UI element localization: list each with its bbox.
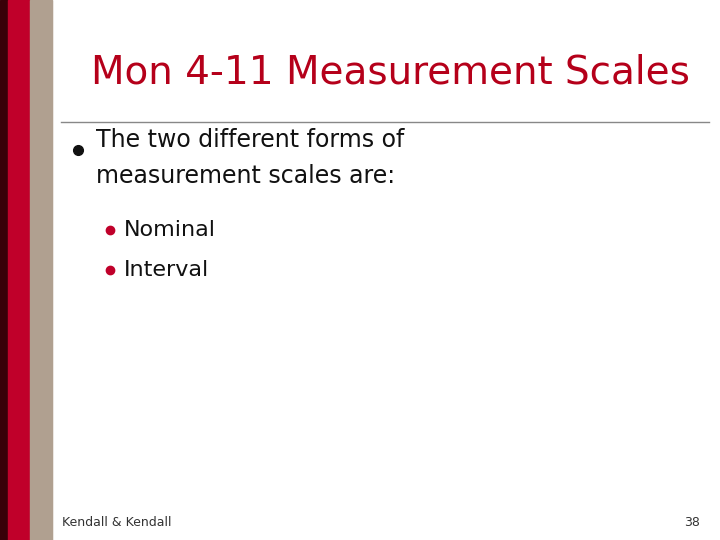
Bar [0,0,52,540]
Bar [0,0,8,540]
Text: Mon 4-11 Measurement Scales: Mon 4-11 Measurement Scales [91,53,690,91]
Text: measurement scales are:: measurement scales are: [96,164,395,188]
Text: The two different forms of: The two different forms of [96,128,405,152]
Text: Nominal: Nominal [124,220,216,240]
Bar [8,0,30,540]
Text: Interval: Interval [124,260,210,280]
Text: Kendall & Kendall: Kendall & Kendall [62,516,171,529]
Text: 38: 38 [684,516,700,529]
Bar [30,0,52,540]
